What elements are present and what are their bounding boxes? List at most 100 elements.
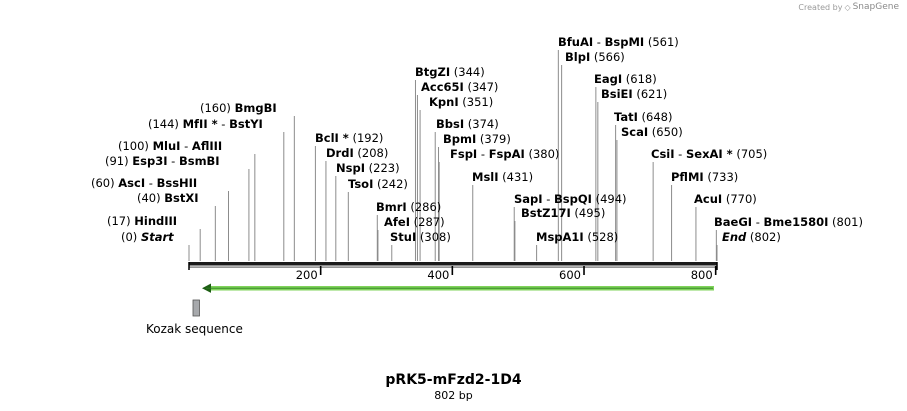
site-label-kpni: KpnI (351) <box>429 95 493 109</box>
site-label-bfuai: BfuAI - BspMI (561) <box>558 35 679 49</box>
site-position: (380) <box>525 147 560 161</box>
site-name-part: BstZ17I <box>521 206 571 220</box>
site-position: (431) <box>499 170 534 184</box>
site-position: (208) <box>354 146 389 160</box>
site-name-part: - <box>675 147 686 161</box>
site-position: (733) <box>704 170 739 184</box>
site-name-part: - <box>752 215 763 229</box>
site-label-bbsi: BbsI (374) <box>436 117 499 131</box>
site-name-part: BssHII <box>157 176 198 190</box>
site-label-blpi: BlpI (566) <box>565 50 625 64</box>
site-name-part: BspQI <box>554 192 592 206</box>
site-name-part: HindIII <box>134 214 177 228</box>
site-position: (618) <box>622 72 657 86</box>
site-name-part: StuI <box>390 230 416 244</box>
site-label-msli: MslI (431) <box>472 170 533 184</box>
site-name-part: AscI <box>118 176 145 190</box>
credit-brand: SnapGene <box>852 2 899 12</box>
site-position: (494) <box>592 192 627 206</box>
site-label-bmgbi: (160) BmgBI <box>200 101 277 115</box>
feature-label-kozak: Kozak sequence <box>146 322 243 336</box>
site-label-acc65i: Acc65I (347) <box>421 80 498 94</box>
site-position: (91) <box>105 154 132 168</box>
site-position: (495) <box>571 206 606 220</box>
site-position: (801) <box>828 215 863 229</box>
site-name-part: ScaI <box>621 125 648 139</box>
site-name-part: MfII * <box>183 117 218 131</box>
site-label-stui: StuI (308) <box>390 230 451 244</box>
site-name-part: FspI <box>450 147 477 161</box>
site-name-part: - <box>167 154 178 168</box>
site-leader-lines <box>188 50 718 261</box>
site-label-start: (0) Start <box>121 230 174 244</box>
site-label-eagi: EagI (618) <box>594 72 657 86</box>
site-position: (344) <box>450 65 485 79</box>
site-label-bstxi: (40) BstXI <box>137 191 199 205</box>
site-name-part: - <box>477 147 488 161</box>
site-position: (192) <box>349 131 384 145</box>
ruler: 200 400 600 800 <box>188 262 718 282</box>
ruler-label-200: 200 <box>296 268 318 282</box>
plasmid-title: pRK5-mFzd2-1D4 <box>385 372 522 388</box>
site-position: (223) <box>365 161 400 175</box>
site-labels: (0) Start (17) HindIII (40) BstXI(60) AscI… <box>91 35 863 244</box>
site-name-part: CsiI <box>651 147 675 161</box>
site-label-bstz17i: BstZ17I (495) <box>521 206 605 220</box>
site-name-part: AflIII <box>192 139 222 153</box>
site-position: (802) <box>746 230 781 244</box>
site-name-part: BspMI <box>605 35 645 49</box>
site-name-part: MslI <box>472 170 499 184</box>
site-name-part: Start <box>141 230 174 244</box>
site-label-end: End (802) <box>722 230 781 244</box>
kozak-feature-box <box>192 299 200 317</box>
site-position: (17) <box>107 214 134 228</box>
site-label-drdi: DrdI (208) <box>326 146 388 160</box>
site-label-mspa1i: MspA1I (528) <box>536 230 618 244</box>
site-name-part: DrdI <box>326 146 354 160</box>
site-name-part: BfuAI <box>558 35 593 49</box>
site-position: (287) <box>410 215 445 229</box>
site-position: (242) <box>373 177 408 191</box>
ruler-label-600: 600 <box>559 268 581 282</box>
site-position: (379) <box>476 132 511 146</box>
site-name-part: BaeGI <box>714 215 752 229</box>
site-name-part: BpmI <box>443 132 476 146</box>
site-position: (648) <box>638 110 673 124</box>
site-name-part: AcuI <box>694 192 722 206</box>
ruler-label-400: 400 <box>427 268 449 282</box>
site-position: (621) <box>633 87 668 101</box>
site-name-part: - <box>218 117 229 131</box>
site-label-bsiei: BsiEI (621) <box>601 87 667 101</box>
site-position: (561) <box>644 35 679 49</box>
site-name-part: BlpI <box>565 50 590 64</box>
site-label-pflmi: PflMI (733) <box>671 170 738 184</box>
site-position: (770) <box>722 192 757 206</box>
site-label-mlui: (100) MluI - AflIII <box>118 139 222 153</box>
site-label-esp3i: (91) Esp3I - BsmBI <box>105 154 220 168</box>
site-position: (100) <box>118 139 153 153</box>
feature-track <box>192 283 714 317</box>
site-position: (40) <box>137 191 164 205</box>
site-name-part: TsoI <box>348 177 373 191</box>
ruler-label-800: 800 <box>691 268 713 282</box>
site-label-acui: AcuI (770) <box>694 192 757 206</box>
site-name-part: BmrI <box>376 200 407 214</box>
site-label-mfii: (144) MfII * - BstYI <box>148 117 263 131</box>
site-name-part: SapI <box>514 192 543 206</box>
site-name-part: MspA1I <box>536 230 584 244</box>
site-position: (286) <box>407 200 442 214</box>
site-name-part: BstXI <box>164 191 198 205</box>
snapgene-logo-icon: ◇ <box>844 2 851 12</box>
site-position: (351) <box>459 95 494 109</box>
site-name-part: TatI <box>614 110 638 124</box>
site-name-part: - <box>145 176 156 190</box>
site-name-part: - <box>593 35 604 49</box>
site-label-asci: (60) AscI - BssHII <box>91 176 197 190</box>
site-label-bcli: BclI * (192) <box>315 131 383 145</box>
site-name-part: MluI <box>153 139 181 153</box>
site-label-fspi: FspI - FspAI (380) <box>450 147 559 161</box>
site-label-bpmi: BpmI (379) <box>443 132 511 146</box>
site-name-part: - <box>543 192 554 206</box>
site-position: (374) <box>464 117 499 131</box>
